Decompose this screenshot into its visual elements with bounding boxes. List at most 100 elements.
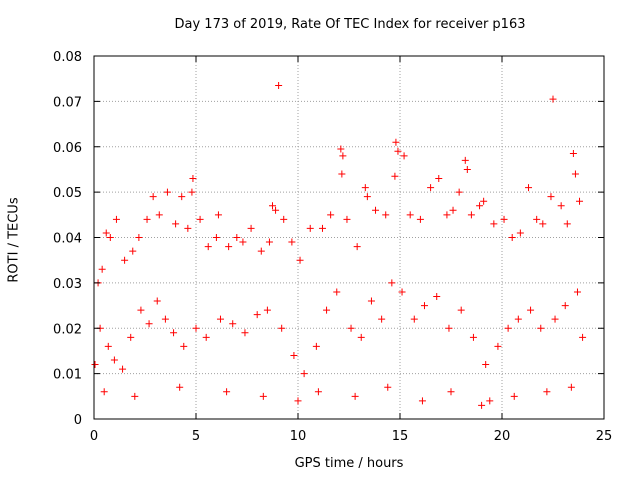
data-point [263,306,271,314]
data-point [486,397,494,405]
data-point [382,211,390,219]
y-tick-label: 0.05 [53,186,82,201]
axis-ticks [93,55,605,420]
data-point [418,397,426,405]
data-point [561,302,569,310]
data-point [189,175,197,183]
data-point [327,211,335,219]
data-point [516,229,524,237]
data-point [176,383,184,391]
x-tick-label: 5 [192,429,200,444]
data-point [98,265,106,273]
y-tick-label: 0.04 [53,232,82,247]
chart-title: Day 173 of 2019, Rate Of TEC Index for r… [174,17,526,32]
data-point [296,256,304,264]
data-point [163,188,171,196]
data-point [253,311,261,319]
data-point [455,188,463,196]
data-point [121,256,129,264]
data-point [351,392,359,400]
data-point [241,329,249,337]
data-point [416,215,424,223]
data-point [216,315,224,323]
data-point [338,170,346,178]
data-point [229,320,237,328]
y-tick-label: 0.07 [53,95,82,110]
x-tick-label: 0 [90,429,98,444]
data-point [172,220,180,228]
data-point [247,224,255,232]
data-point [233,234,241,241]
data-point [490,220,498,228]
data-point [569,150,577,158]
data-point [91,361,99,369]
data-point [539,220,547,228]
data-point [571,170,579,178]
data-point [551,315,559,323]
data-point [149,193,157,201]
data-point [357,333,365,341]
x-tick-label: 25 [596,429,613,444]
data-point [388,279,396,287]
data-point [104,342,112,350]
y-tick-label: 0.01 [53,368,82,383]
data-point [443,211,451,219]
data-point [178,193,186,201]
data-point [204,243,212,251]
data-point [312,342,320,350]
data-point [467,211,475,219]
data-point [384,383,392,391]
y-axis-label: ROTI / TECUs [6,197,22,283]
data-point [318,224,326,232]
data-point [480,197,488,205]
data-point [445,324,453,332]
data-point [269,202,276,210]
data-point [339,152,347,160]
data-point [225,243,233,251]
data-point [306,224,314,232]
data-point [192,324,200,332]
data-point [272,206,280,214]
data-point [280,215,288,223]
y-tick-label: 0.06 [53,141,82,156]
data-point [482,361,490,369]
data-point [367,297,375,305]
data-point [457,306,465,314]
data-point [137,306,145,314]
data-point [353,243,361,251]
data-point [333,288,341,296]
data-point [525,184,533,192]
data-point [257,247,265,255]
data-point [510,392,518,400]
data-point [112,215,120,223]
data-point [135,234,143,241]
data-point [275,81,283,89]
data-point [214,211,222,219]
data-point [549,95,557,103]
y-tick-label: 0.08 [53,50,82,65]
data-point [100,388,108,396]
data-point [567,383,575,391]
data-point [259,392,267,400]
data-point [106,234,114,241]
data-point [398,288,406,296]
data-point [557,202,565,210]
x-axis-label: GPS time / hours [294,456,404,471]
data-point [410,315,418,323]
data-point [288,238,296,246]
data-point [476,202,484,210]
data-point [119,365,127,373]
data-point [392,138,400,146]
data-point [180,342,188,350]
data-point [527,306,535,314]
data-point [129,247,137,255]
data-point [449,206,457,214]
data-point [212,234,220,241]
data-point [290,351,298,359]
data-point [478,401,486,409]
data-point [223,388,231,396]
data-point [391,172,399,180]
data-point [508,234,516,241]
data-point [372,206,380,214]
